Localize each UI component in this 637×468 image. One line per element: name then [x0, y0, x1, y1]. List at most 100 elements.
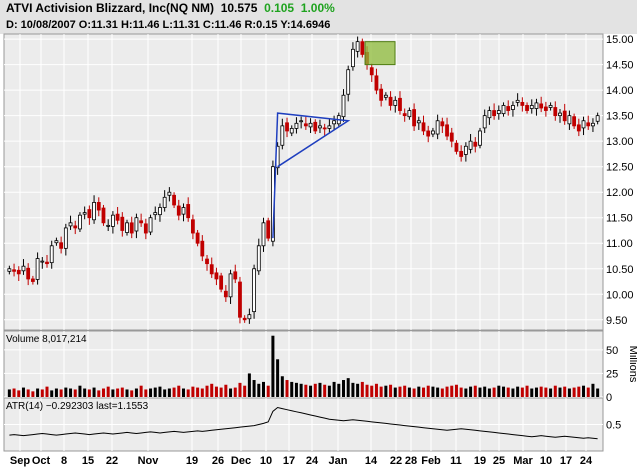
volume-bar [21, 387, 25, 397]
volume-bar [473, 385, 477, 397]
candle-body [492, 110, 497, 117]
candle-body [341, 94, 346, 118]
volume-bar [271, 335, 275, 397]
volume-bar [346, 378, 350, 397]
candle-body [68, 222, 73, 227]
candle-body [153, 212, 158, 216]
volume-bar [116, 388, 120, 397]
last-price: 10.575 [220, 1, 258, 15]
candle-body [280, 125, 285, 146]
volume-bar [313, 383, 317, 397]
volume-bar [384, 385, 388, 397]
candle-body [143, 223, 148, 234]
candle-body [16, 269, 21, 275]
volume-bar [445, 386, 449, 397]
candle-body [12, 269, 16, 272]
candle-body [426, 130, 431, 137]
volume-bar [516, 386, 520, 397]
volume-bar [440, 388, 444, 397]
candle-body [92, 202, 96, 221]
candle-body [501, 105, 506, 115]
candle-body [308, 122, 313, 128]
x-tick-label: 8 [61, 455, 67, 467]
candle-body [110, 214, 115, 227]
volume-bar [544, 387, 548, 397]
candle-body [421, 122, 426, 132]
candle-body [238, 281, 242, 318]
volume-bar [50, 390, 54, 397]
x-tick-label: Nov [138, 455, 160, 467]
volume-bar [327, 385, 331, 397]
volume-bar [31, 391, 35, 397]
candle-body [435, 120, 440, 135]
candle-body [176, 205, 181, 216]
price-tick-label: 15.00 [606, 34, 634, 46]
x-tick-label: Oct [32, 455, 51, 467]
candle-body [252, 268, 256, 313]
candle-body [200, 240, 205, 257]
volume-bar [64, 387, 68, 397]
candle-body [115, 213, 120, 221]
candle-body [520, 101, 525, 106]
candle-body [63, 227, 68, 249]
volume-bar [492, 387, 496, 397]
volume-bar [111, 389, 115, 397]
volume-bar [356, 383, 360, 397]
volume-bar [73, 389, 77, 397]
candle-body [515, 99, 520, 103]
volume-bar [26, 389, 30, 397]
candle-body [322, 127, 327, 130]
volume-bar [497, 385, 501, 397]
volume-bar [229, 388, 233, 397]
volume-bar [572, 387, 576, 397]
volume-bar [539, 386, 543, 397]
candle-body [59, 242, 64, 249]
volume-bar [502, 386, 506, 397]
volume-bar [309, 385, 313, 397]
pennant-pattern [272, 112, 351, 239]
volume-bar [97, 390, 101, 397]
volume-bar [7, 389, 11, 397]
candle-body [529, 105, 534, 109]
volume-bar [219, 387, 223, 397]
volume-bar [323, 384, 327, 397]
candle-body [294, 122, 299, 129]
price-tick-label: 10.00 [606, 289, 634, 301]
candle-body [393, 99, 398, 106]
candle-body [125, 222, 129, 233]
candle-body [158, 207, 162, 216]
candle-body [148, 217, 153, 233]
volume-bar [469, 386, 473, 397]
candle-body [595, 115, 600, 122]
x-tick-label: Sep [10, 455, 30, 467]
candle-body [96, 202, 101, 211]
atr-tick-label: 0.5 [606, 420, 621, 432]
candle-body [134, 217, 139, 232]
price-change: 0.105 [264, 1, 295, 15]
x-tick-label: 22 [390, 455, 402, 467]
candle-body [233, 271, 238, 280]
candle-body [21, 265, 26, 272]
candle-body [242, 317, 247, 321]
volume-bar [478, 387, 482, 397]
title-bar: ATVI Activision Blizzard, Inc(NQ NM) 10.… [0, 0, 637, 17]
candle-body [355, 41, 360, 52]
candle-body [407, 110, 412, 118]
volume-bar [342, 380, 346, 397]
candle-body [478, 130, 482, 146]
volume-title: Volume 8,017,214 [6, 334, 87, 345]
volume-bar [87, 389, 91, 397]
volume-bar [304, 384, 308, 397]
candle-body [360, 41, 365, 55]
volume-bar [586, 387, 590, 397]
volume-bar [534, 387, 538, 397]
candle-body [431, 130, 435, 135]
candle-body [73, 225, 78, 229]
volume-bar [332, 381, 336, 397]
candle-body [445, 124, 449, 137]
highlight-box [364, 41, 396, 66]
volume-bar [450, 385, 454, 397]
volume-bar [153, 387, 157, 397]
candle-body [473, 141, 478, 147]
